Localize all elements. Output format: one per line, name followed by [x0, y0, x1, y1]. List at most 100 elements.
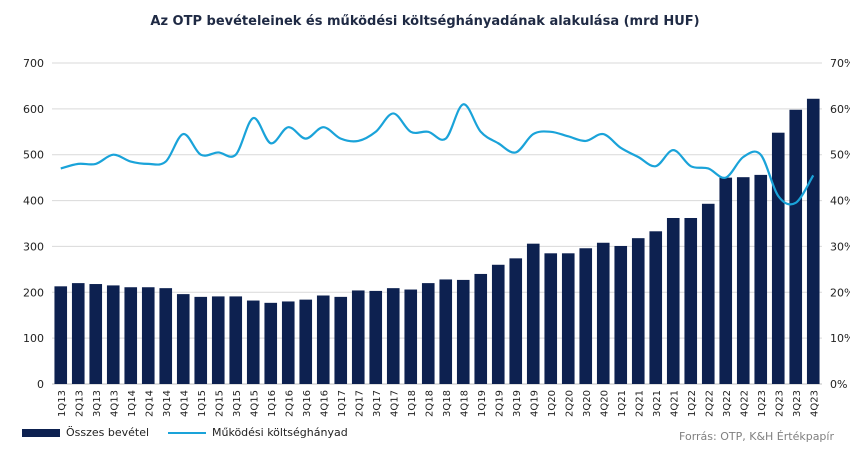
bar	[719, 177, 733, 384]
bar	[386, 288, 400, 384]
x-tick-label: 2Q21	[634, 390, 645, 417]
revenue-bars	[54, 98, 820, 385]
bar	[211, 296, 225, 384]
bar	[509, 258, 523, 384]
bar	[666, 217, 680, 384]
x-tick-label: 2Q13	[74, 390, 85, 417]
x-tick-label: 4Q18	[459, 390, 470, 417]
bar	[264, 302, 278, 384]
bar	[89, 284, 103, 384]
right-tick-label: 30%	[830, 240, 850, 253]
x-tick-label: 4Q14	[179, 390, 190, 417]
x-axis-labels: 1Q13 2Q13 3Q13 4Q13 1Q14 2Q14 3Q14 4Q14 1Q15 2Q15…	[57, 390, 821, 417]
right-tick-label: 20%	[830, 286, 850, 299]
bar	[579, 248, 593, 384]
right-tick-label: 40%	[830, 195, 850, 208]
left-axis: 0 100 200 300 400 500 600 700	[23, 57, 44, 391]
bar	[159, 288, 173, 384]
bar	[369, 290, 383, 384]
x-tick-label: 4Q15	[249, 390, 260, 417]
x-tick-label: 3Q16	[302, 390, 313, 417]
bar	[649, 231, 663, 384]
bar	[71, 283, 85, 384]
x-tick-label: 3Q15	[232, 390, 243, 417]
legend-item-revenue: Összes bevétel	[22, 426, 149, 439]
bar	[474, 273, 488, 384]
left-tick-label: 500	[23, 149, 44, 162]
bar	[614, 245, 628, 384]
x-tick-label: 4Q21	[669, 390, 680, 417]
x-tick-label: 1Q20	[547, 390, 558, 417]
x-tick-label: 2Q14	[144, 390, 155, 417]
x-tick-label: 4Q16	[319, 390, 330, 417]
bar	[106, 285, 120, 384]
bar	[439, 279, 453, 384]
bar	[491, 264, 505, 384]
x-tick-label: 1Q21	[617, 390, 628, 417]
x-tick-label: 3Q22	[722, 390, 733, 417]
bar	[176, 294, 190, 384]
right-tick-label: 70%	[830, 57, 850, 70]
legend-label-cost-ratio: Működési költséghányad	[212, 426, 348, 439]
right-tick-label: 60%	[830, 103, 850, 116]
bar	[229, 296, 243, 384]
x-tick-label: 4Q13	[109, 390, 120, 417]
legend-label-revenue: Összes bevétel	[66, 426, 150, 439]
bar	[544, 253, 558, 384]
bar	[351, 290, 365, 384]
bar	[124, 287, 138, 384]
x-tick-label: 1Q17	[337, 390, 348, 417]
x-tick-label: 3Q14	[162, 390, 173, 417]
x-tick-label: 2Q20	[564, 390, 575, 417]
x-tick-label: 3Q18	[442, 390, 453, 417]
x-tick-label: 4Q17	[389, 390, 400, 417]
x-tick-label: 3Q19	[512, 390, 523, 417]
bar	[526, 243, 540, 384]
right-tick-label: 10%	[830, 332, 850, 345]
x-tick-label: 2Q17	[354, 390, 365, 417]
x-tick-label: 2Q23	[774, 390, 785, 417]
left-tick-label: 0	[37, 378, 44, 391]
x-tick-label: 1Q16	[267, 390, 278, 417]
right-axis: 0% 10% 20% 30% 40% 50% 60% 70%	[830, 57, 850, 391]
x-tick-label: 1Q23	[757, 390, 768, 417]
bar	[404, 289, 418, 384]
x-tick-label: 2Q19	[494, 390, 505, 417]
bar	[806, 98, 820, 385]
x-tick-label: 1Q13	[57, 390, 68, 417]
bar	[281, 301, 295, 384]
bar	[54, 286, 68, 384]
bar	[596, 242, 610, 384]
x-tick-label: 3Q23	[792, 390, 803, 417]
x-tick-label: 2Q15	[214, 390, 225, 417]
bar	[334, 296, 348, 384]
x-tick-label: 4Q20	[599, 390, 610, 417]
bar	[789, 109, 803, 384]
x-tick-label: 3Q20	[582, 390, 593, 417]
left-tick-label: 200	[23, 286, 44, 299]
x-tick-label: 1Q18	[407, 390, 418, 417]
bar	[684, 217, 698, 384]
x-tick-label: 4Q23	[809, 390, 820, 417]
x-tick-label: 2Q22	[704, 390, 715, 417]
bar	[736, 177, 750, 384]
chart-title: Az OTP bevételeinek és működési költségh…	[150, 14, 700, 29]
bar	[421, 283, 435, 384]
x-tick-label: 4Q19	[529, 390, 540, 417]
right-tick-label: 50%	[830, 149, 850, 162]
legend-swatch-cost-ratio	[168, 431, 206, 434]
x-tick-label: 1Q19	[477, 390, 488, 417]
source-note: Forrás: OTP, K&H Értékpapír	[679, 430, 834, 443]
bar	[141, 287, 155, 384]
bar	[456, 279, 470, 384]
x-tick-label: 3Q21	[652, 390, 663, 417]
bar	[701, 203, 715, 384]
bar	[246, 300, 260, 384]
bar	[194, 296, 208, 384]
bar	[561, 253, 575, 384]
left-tick-label: 600	[23, 103, 44, 116]
bar	[316, 295, 330, 384]
x-tick-label: 4Q22	[739, 390, 750, 417]
x-tick-label: 1Q15	[197, 390, 208, 417]
